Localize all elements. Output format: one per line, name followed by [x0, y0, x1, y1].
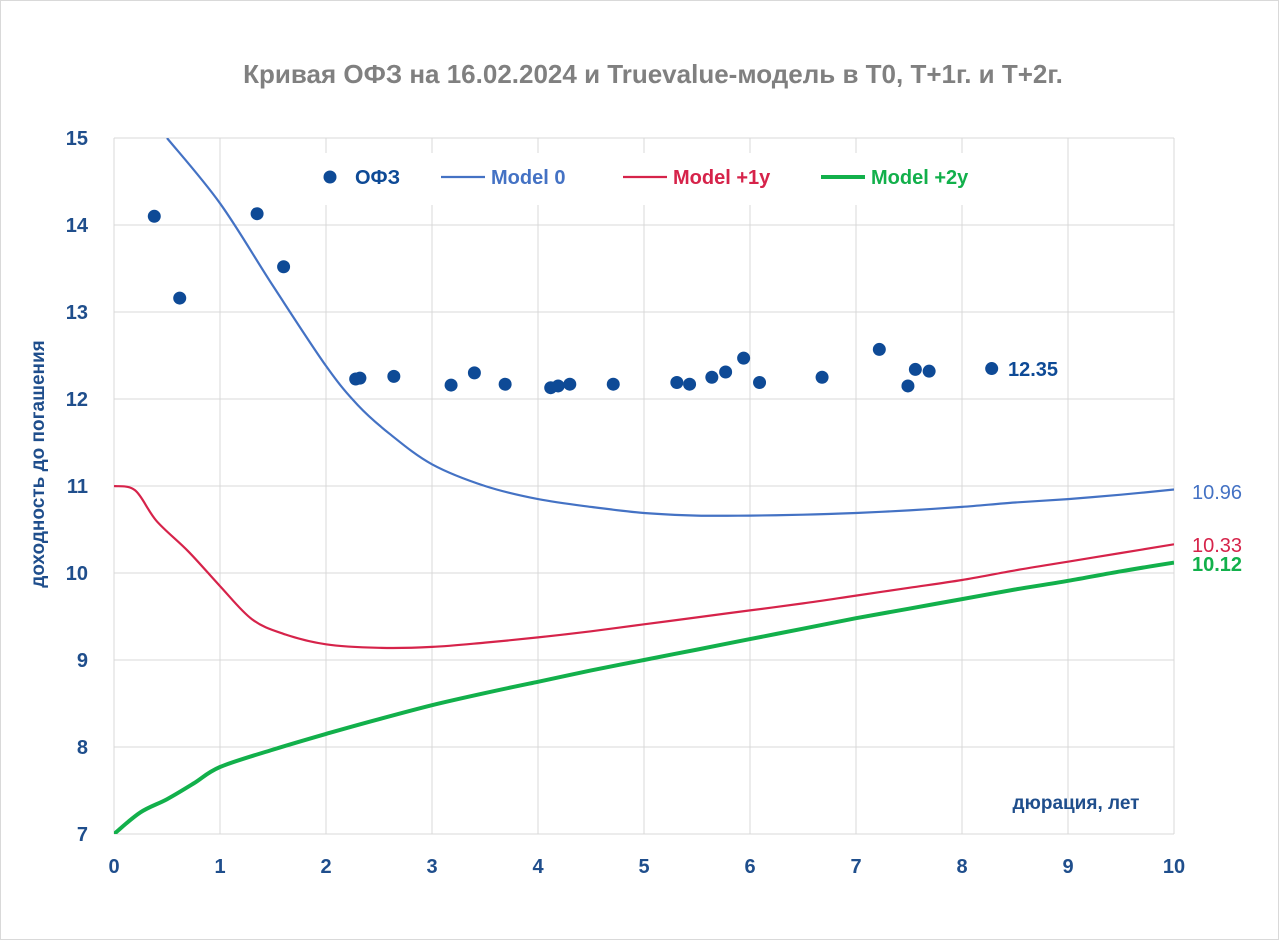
- ofz-point: [985, 362, 999, 376]
- ofz-point: [563, 377, 577, 391]
- legend: ОФЗ Model 0 Model +1y Model +2y: [323, 167, 969, 189]
- legend-label: ОФЗ: [355, 167, 400, 189]
- legend-box: [301, 153, 991, 205]
- ofz-point: [173, 291, 187, 305]
- y-axis-label: доходность до погашения: [28, 340, 49, 588]
- ofz-point: [387, 369, 401, 383]
- ofz-point: [670, 375, 684, 389]
- x-tick-label: 4: [532, 856, 544, 878]
- ofz-point: [444, 378, 458, 392]
- ofz-point: [551, 379, 565, 393]
- y-tick-label: 9: [77, 650, 88, 672]
- y-tick-label: 13: [66, 302, 88, 324]
- series-line-model-plus-2y: [114, 560, 1174, 834]
- ofz-point: [815, 370, 829, 384]
- ofz-point: [250, 207, 264, 221]
- y-tick-label: 7: [77, 824, 88, 846]
- ofz-point: [353, 371, 367, 385]
- x-tick-label: 5: [638, 856, 649, 878]
- ofz-point: [147, 209, 161, 223]
- x-tick-label: 10: [1163, 856, 1185, 878]
- y-tick-label: 10: [66, 563, 88, 585]
- y-tick-label: 12: [66, 389, 88, 411]
- series-line-model-plus-1y: [114, 484, 1174, 650]
- x-axis-label: дюрация, лет: [1013, 793, 1140, 814]
- x-tick-label: 2: [320, 856, 331, 878]
- x-tick-label: 0: [108, 856, 119, 878]
- ofz-point: [922, 364, 936, 378]
- gridlines: [113, 137, 1175, 835]
- ofz-point: [872, 342, 886, 356]
- ofz-point: [753, 375, 767, 389]
- legend-label: Model 0: [491, 167, 565, 189]
- series-line-model-0: [166, 138, 1174, 517]
- ofz-point: [901, 379, 915, 393]
- ofz-point: [498, 377, 512, 391]
- ofz-point: [908, 362, 922, 376]
- x-tick-label: 1: [214, 856, 225, 878]
- ofz-point: [277, 260, 291, 274]
- end-value-label: 10.33: [1192, 535, 1242, 557]
- x-tick-label: 8: [956, 856, 967, 878]
- ofz-point: [719, 365, 733, 379]
- end-value-label: 12.35: [1008, 359, 1058, 381]
- plot-area: [114, 138, 1174, 834]
- legend-background: [301, 153, 991, 205]
- y-tick-label: 14: [66, 215, 89, 237]
- legend-marker-ofz: [323, 170, 337, 184]
- ofz-point: [705, 370, 719, 384]
- end-value-label: 10.12: [1192, 554, 1242, 576]
- y-tick-label: 11: [67, 476, 88, 498]
- end-value-label: 10.96: [1192, 482, 1242, 504]
- y-tick-label: 15: [66, 128, 88, 150]
- x-tick-label: 7: [850, 856, 861, 878]
- chart-title: Кривая ОФЗ на 16.02.2024 и Truevalue-мод…: [243, 59, 1063, 89]
- ofz-point: [467, 366, 481, 380]
- ofz-point: [737, 351, 751, 365]
- legend-label: Model +2y: [871, 167, 969, 189]
- ofz-point: [606, 377, 620, 391]
- x-tick-label: 6: [744, 856, 755, 878]
- x-tick-label: 3: [426, 856, 437, 878]
- ofz-point: [683, 377, 697, 391]
- x-tick-label: 9: [1062, 856, 1073, 878]
- y-tick-label: 8: [77, 737, 88, 759]
- legend-label: Model +1y: [673, 167, 771, 189]
